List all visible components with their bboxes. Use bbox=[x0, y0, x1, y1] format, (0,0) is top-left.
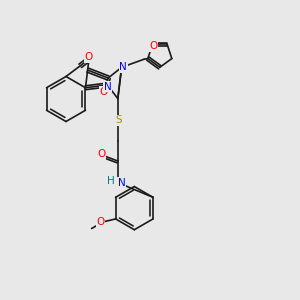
Text: O: O bbox=[149, 41, 158, 51]
Text: O: O bbox=[85, 52, 93, 62]
Text: N: N bbox=[103, 82, 111, 92]
Text: O: O bbox=[99, 87, 107, 97]
Text: N: N bbox=[118, 178, 125, 188]
Text: O: O bbox=[97, 149, 105, 159]
Text: H: H bbox=[107, 176, 115, 186]
Text: S: S bbox=[116, 115, 122, 125]
Text: O: O bbox=[97, 217, 105, 227]
Text: N: N bbox=[119, 62, 127, 72]
